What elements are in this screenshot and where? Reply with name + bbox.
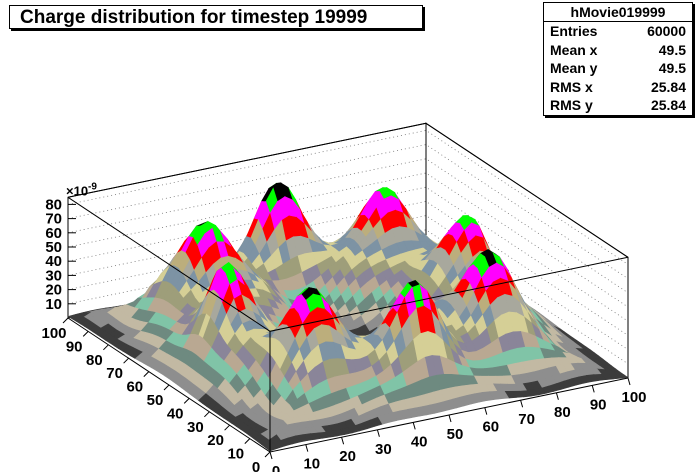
y-tick xyxy=(224,424,230,431)
x-tick xyxy=(484,407,488,415)
z-tick-label: 70 xyxy=(45,211,62,228)
y-tick-label: 50 xyxy=(147,392,164,409)
stats-row: Mean y 49.5 xyxy=(544,59,692,78)
x-tick-label: 60 xyxy=(482,419,499,436)
stats-box: hMovie019999 Entries 60000 Mean x 49.5 Mea… xyxy=(543,2,693,116)
y-tick xyxy=(163,384,170,391)
stats-value: 60000 xyxy=(647,23,686,39)
z-tick-label: 50 xyxy=(45,239,62,256)
x-tick-label: 70 xyxy=(518,411,535,428)
y-tick-label: 80 xyxy=(86,352,103,369)
y-tick xyxy=(143,371,150,377)
x-tick-label: 100 xyxy=(621,389,646,406)
z-exponent-power: -9 xyxy=(88,181,97,192)
chart-title: Charge distribution for timestep 19999 xyxy=(9,5,423,29)
top-right-edge xyxy=(425,122,629,258)
stats-row: RMS x 25.84 xyxy=(544,78,692,97)
x-tick-label: 30 xyxy=(375,441,392,458)
stats-row: Mean x 49.5 xyxy=(544,41,692,60)
y-tick xyxy=(183,398,190,404)
y-tick-label: 60 xyxy=(126,379,143,396)
x-tick xyxy=(555,392,559,400)
stats-value: 49.5 xyxy=(658,41,686,58)
x-tick xyxy=(341,437,345,445)
y-tick xyxy=(103,344,109,351)
x-tick xyxy=(520,400,524,408)
z-exponent-label: ×10 xyxy=(66,183,88,198)
stats-label: Entries xyxy=(550,23,598,39)
stats-label: Mean y xyxy=(550,60,598,76)
x-tick-label: 20 xyxy=(339,448,356,465)
y-tick xyxy=(244,438,251,444)
y-tick-label: 70 xyxy=(106,365,123,382)
y-tick-label: 20 xyxy=(207,432,224,449)
x-tick xyxy=(376,429,380,437)
x-tick xyxy=(412,422,416,430)
y-tick xyxy=(123,357,129,364)
stats-name: hMovie019999 xyxy=(544,3,692,22)
stats-value: 25.84 xyxy=(650,78,686,95)
y-tick-label: 100 xyxy=(41,325,66,342)
stats-row: Entries 60000 xyxy=(544,22,692,41)
stats-value: 49.5 xyxy=(658,60,686,76)
stats-label: Mean x xyxy=(550,41,598,58)
x-tick-label: 90 xyxy=(590,396,607,413)
top-back-edge xyxy=(67,122,427,198)
surface-cell xyxy=(265,443,279,452)
x-tick xyxy=(627,377,631,386)
x-tick xyxy=(305,444,309,452)
y-tick-label: 40 xyxy=(167,405,184,422)
y-tick xyxy=(204,411,210,418)
y-tick-label: 0 xyxy=(252,459,260,472)
x-tick-label: 0 xyxy=(272,463,280,472)
z-tick-label: 60 xyxy=(45,225,62,242)
y-tick xyxy=(264,451,271,458)
stats-label: RMS y xyxy=(550,97,593,113)
stats-row: RMS y 25.84 xyxy=(544,96,692,115)
z-tick-label: 30 xyxy=(45,267,62,284)
x-tick-label: 10 xyxy=(303,456,320,472)
axis-ticks: 0 10 20 30 40 50 60 70 80 90 100010203040506070809… xyxy=(41,181,646,472)
y-tick-label: 90 xyxy=(66,338,83,355)
z-tick-label: 20 xyxy=(45,282,62,299)
z-tick-label: 40 xyxy=(45,253,62,270)
y-tick-label: 10 xyxy=(227,446,244,463)
x-tick-label: 50 xyxy=(447,426,464,443)
top-front-edge xyxy=(67,196,629,332)
y-tick xyxy=(82,331,89,337)
stats-label: RMS x xyxy=(550,78,593,95)
z-tick-label: 80 xyxy=(45,196,62,213)
x-tick-label: 80 xyxy=(554,404,571,421)
x-tick-label: 40 xyxy=(411,433,428,450)
stats-value: 25.84 xyxy=(650,97,686,113)
front-frame xyxy=(67,122,629,453)
x-tick xyxy=(269,451,273,460)
x-tick xyxy=(448,414,452,423)
x-tick xyxy=(591,385,595,393)
y-tick-label: 30 xyxy=(187,419,204,436)
z-tick-label: 10 xyxy=(45,296,62,313)
surface xyxy=(67,182,629,452)
y-tick xyxy=(62,317,69,324)
